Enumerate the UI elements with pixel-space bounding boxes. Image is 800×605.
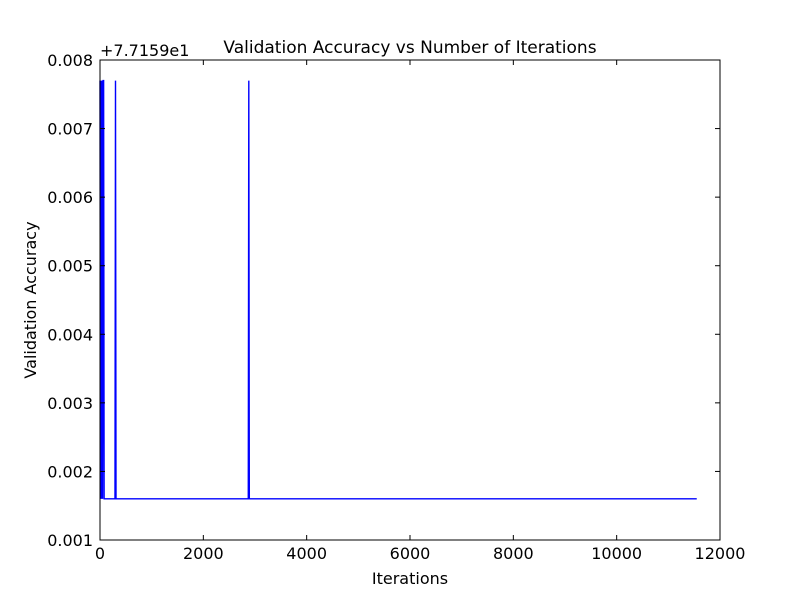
y-axis-offset-label: +7.7159e1 bbox=[100, 41, 189, 60]
x-tick-label: 10000 bbox=[591, 544, 642, 563]
y-tick-label: 0.006 bbox=[47, 188, 93, 207]
series-line-0 bbox=[99, 79, 697, 500]
x-tick-label: 8000 bbox=[493, 544, 534, 563]
ticks-layer: 0 2000 4000 6000 8000 10000 12000 0.001 0.002 0.0… bbox=[47, 51, 745, 563]
series-layer bbox=[99, 79, 697, 500]
chart-title: Validation Accuracy vs Number of Iterati… bbox=[223, 38, 596, 58]
y-tick-label: 0.008 bbox=[47, 51, 93, 70]
y-tick-label: 0.002 bbox=[47, 462, 93, 481]
y-tick-label: 0.007 bbox=[47, 120, 93, 139]
y-tick-label: 0.004 bbox=[47, 325, 93, 344]
x-tick-label: 12000 bbox=[695, 544, 746, 563]
x-tick-label: 6000 bbox=[390, 544, 431, 563]
plot-frame bbox=[99, 59, 721, 541]
x-tick-label: 0 bbox=[95, 544, 105, 563]
y-axis-label: Validation Accuracy bbox=[21, 221, 40, 378]
x-axis-label: Iterations bbox=[372, 569, 448, 588]
y-tick-label: 0.001 bbox=[47, 531, 93, 550]
y-tick-label: 0.005 bbox=[47, 257, 93, 276]
x-tick-label: 2000 bbox=[183, 544, 224, 563]
y-tick-label: 0.003 bbox=[47, 394, 93, 413]
x-tick-label: 4000 bbox=[286, 544, 327, 563]
